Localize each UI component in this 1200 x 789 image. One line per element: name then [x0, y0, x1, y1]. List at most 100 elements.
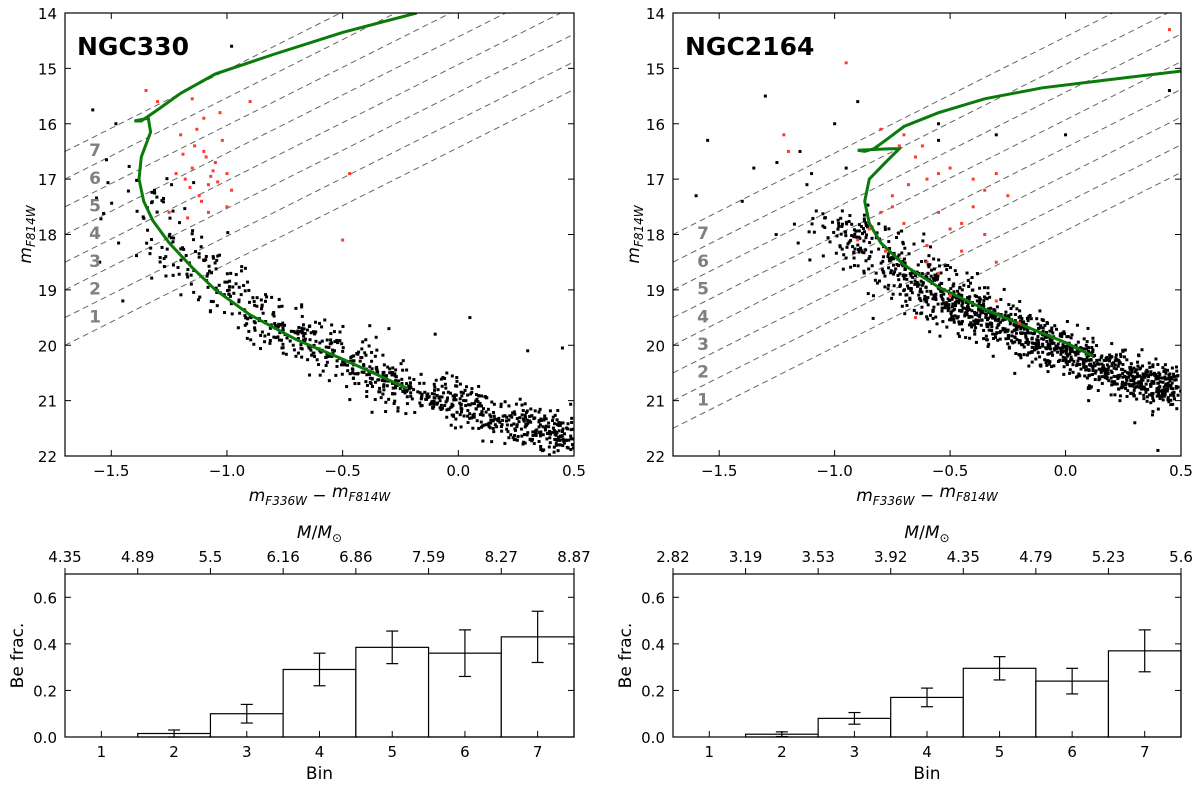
star-point	[447, 407, 451, 411]
field-star-point	[445, 415, 449, 419]
star-point	[553, 413, 557, 417]
star-point	[929, 289, 933, 293]
star-point	[998, 320, 1002, 324]
star-point	[303, 337, 307, 341]
star-point	[1132, 382, 1136, 386]
star-point	[1073, 350, 1077, 354]
star-point	[468, 403, 472, 407]
be-star-point	[920, 144, 924, 148]
star-point	[1147, 361, 1151, 365]
star-point	[523, 425, 527, 429]
star-point	[1050, 329, 1054, 333]
star-point	[982, 302, 986, 306]
star-point	[1025, 353, 1029, 357]
star-point	[1085, 355, 1089, 359]
star-point	[484, 410, 488, 414]
star-point	[557, 443, 561, 447]
star-point	[99, 217, 103, 221]
star-point	[903, 267, 907, 271]
star-point	[155, 210, 159, 214]
star-point	[471, 426, 475, 430]
star-point	[1131, 392, 1135, 396]
star-point	[401, 359, 405, 363]
star-point	[1112, 366, 1116, 370]
star-point	[518, 416, 522, 420]
star-point	[150, 201, 154, 205]
star-point	[826, 236, 830, 240]
star-point	[393, 392, 397, 396]
star-point	[1004, 337, 1008, 341]
star-point	[1041, 326, 1045, 330]
be-star-point	[248, 100, 252, 104]
star-point	[942, 292, 946, 296]
star-point	[953, 269, 957, 273]
be-star-point	[341, 238, 345, 242]
star-point	[383, 379, 387, 383]
star-point	[897, 264, 901, 268]
star-point	[1080, 357, 1084, 361]
star-point	[277, 338, 281, 342]
star-point	[465, 385, 469, 389]
star-point	[869, 250, 873, 254]
star-point	[1081, 359, 1085, 363]
star-point	[1018, 299, 1022, 303]
star-point	[992, 336, 996, 340]
star-point	[1133, 386, 1137, 390]
star-point	[1036, 335, 1040, 339]
star-point	[164, 274, 168, 278]
star-point	[920, 305, 924, 309]
star-point	[968, 295, 972, 299]
star-point	[966, 279, 970, 283]
star-point	[458, 397, 462, 401]
star-point	[384, 400, 388, 404]
star-point	[455, 410, 459, 414]
star-point	[294, 354, 298, 358]
star-point	[569, 434, 573, 438]
be-star-point	[209, 174, 213, 178]
star-point	[974, 326, 978, 330]
star-point	[541, 433, 545, 437]
star-point	[398, 387, 402, 391]
star-point	[925, 315, 929, 319]
star-point	[348, 398, 352, 402]
star-point	[1115, 382, 1119, 386]
star-point	[964, 336, 968, 340]
star-point	[553, 432, 557, 436]
star-point	[1109, 369, 1113, 373]
star-point	[513, 437, 517, 441]
star-point	[545, 431, 549, 435]
star-point	[960, 304, 964, 308]
star-point	[1053, 324, 1057, 328]
star-point	[889, 271, 893, 275]
star-point	[499, 402, 503, 406]
y-tick-label: 21	[38, 393, 57, 411]
star-point	[400, 382, 404, 386]
field-star-point	[810, 172, 814, 176]
be-star-point	[994, 260, 998, 264]
top-tick-label: 2.82	[656, 548, 689, 566]
star-point	[867, 267, 871, 271]
star-point	[1163, 368, 1167, 372]
top-tick-label: 3.53	[801, 548, 834, 566]
star-point	[1131, 374, 1135, 378]
star-point	[1152, 371, 1156, 375]
star-point	[1173, 397, 1177, 401]
star-point	[165, 177, 169, 181]
star-point	[491, 426, 495, 430]
star-point	[877, 247, 881, 251]
star-point	[522, 418, 526, 422]
field-star-point	[706, 138, 710, 142]
star-point	[931, 316, 935, 320]
star-point	[986, 344, 990, 348]
star-point	[512, 422, 516, 426]
star-point	[340, 342, 344, 346]
x-axis-label-part: F336W	[873, 494, 916, 508]
star-point	[937, 258, 941, 262]
star-point	[881, 259, 885, 263]
x-tick-label: 4	[315, 743, 325, 761]
star-point	[1148, 365, 1152, 369]
star-point	[511, 436, 515, 440]
star-point	[192, 290, 196, 294]
star-point	[915, 284, 919, 288]
star-point	[1124, 386, 1128, 390]
